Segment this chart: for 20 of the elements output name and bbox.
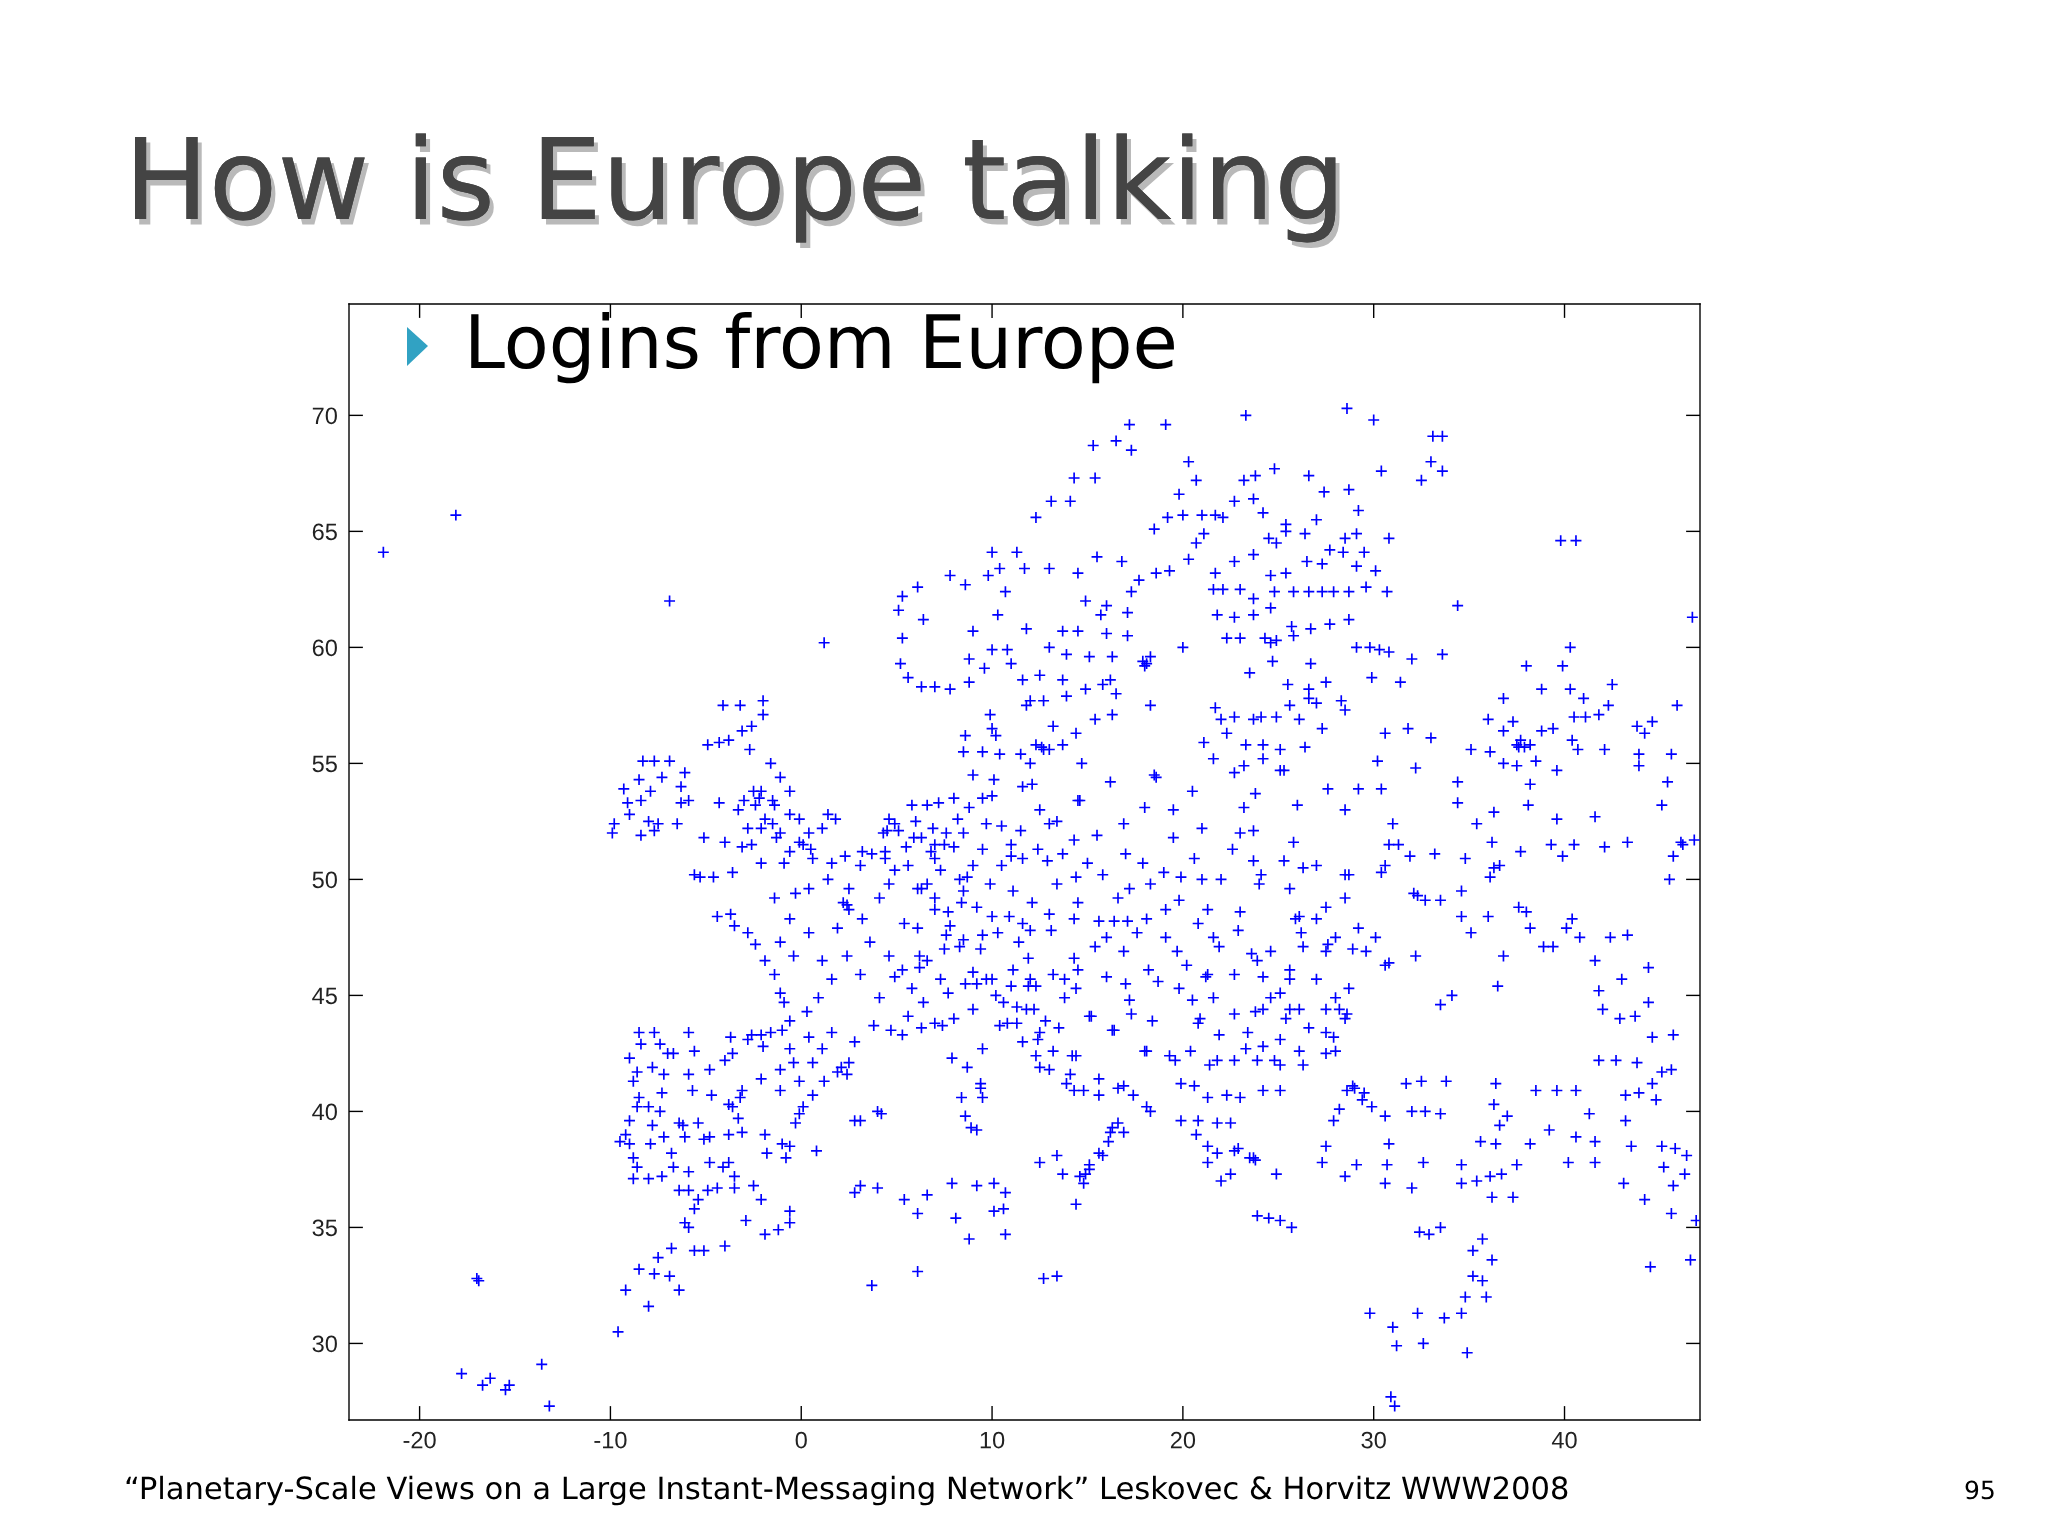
y-tick-label: 55 [312,755,337,773]
y-tick-label: 45 [312,987,337,1005]
y-tick-label: 65 [312,523,337,541]
y-tick-label: 35 [312,1219,337,1237]
text: 95 [1965,1480,1994,1500]
chart-subtitle: Logins from Europe [471,312,1174,384]
x-tick-label: 0 [795,1431,807,1449]
y-tick-label: 30 [312,1335,337,1353]
x-tick-label: -20 [403,1431,436,1449]
text: “Planetary-Scale Views on a Large Instant-Messaging Network” Leskovec & Horvitz WWW2008 [126,1475,1568,1506]
x-tick-label: 20 [1170,1431,1196,1449]
y-tick-label: 40 [312,1103,337,1121]
chart-title: How is Europe talking [135,133,1340,248]
x-tick-label: 40 [1551,1431,1577,1449]
y-tick-label: 50 [312,871,337,889]
y-tick-label: 70 [312,407,337,425]
x-tick-label: 10 [980,1431,1005,1449]
y-tick-label: 60 [312,639,337,657]
x-tick-label: 30 [1361,1431,1386,1449]
x-tick-label: -10 [594,1431,627,1449]
